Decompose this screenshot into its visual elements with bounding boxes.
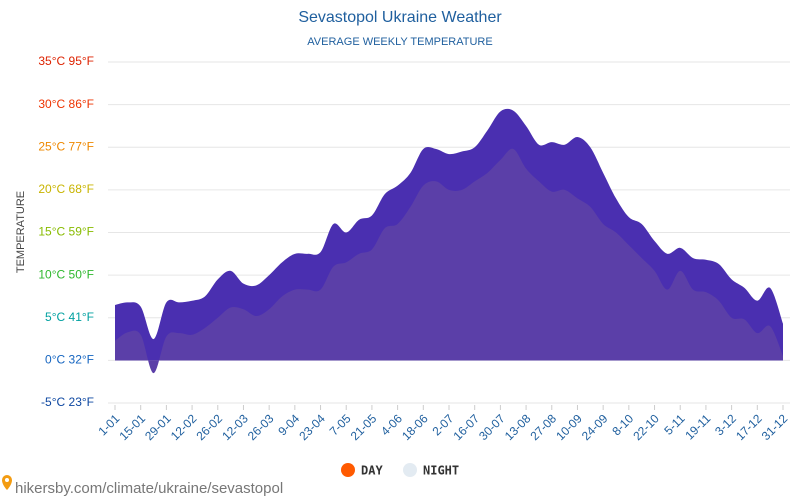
y-axis-label: TEMPERATURE (15, 191, 27, 273)
legend-label: DAY (361, 464, 383, 478)
x-tick-label: 22-10 (630, 411, 662, 443)
x-tick-label: 17-12 (733, 411, 765, 443)
x-tick-label: 31-12 (759, 411, 791, 443)
legend-label: NIGHT (423, 464, 459, 478)
y-tick-label: 15°C 59°F (38, 225, 94, 239)
x-tick-label: 21-05 (348, 411, 380, 443)
x-tick-label: 15-01 (116, 411, 148, 443)
source: hikersby.com/climate/ukraine/sevastopol (15, 480, 283, 497)
x-tick-label: 12-03 (219, 411, 251, 443)
pin-dot (5, 478, 9, 482)
chart-title: Sevastopol Ukraine Weather (298, 9, 502, 26)
chart-subtitle: AVERAGE WEEKLY TEMPERATURE (307, 36, 492, 48)
x-tick-label: 19-11 (682, 411, 713, 442)
y-tick-label: 30°C 86°F (38, 97, 94, 111)
x-tick-label: 12-02 (168, 411, 200, 443)
y-tick-label: 35°C 95°F (38, 54, 94, 68)
x-tick-label: 27-08 (528, 411, 560, 443)
legend-marker (403, 463, 417, 477)
x-tick-label: 13-08 (502, 411, 534, 443)
legend: DAY NIGHT (341, 463, 459, 478)
y-tick-label: -5°C 23°F (41, 395, 94, 409)
x-tick-label: 23-04 (296, 411, 328, 443)
y-tick-label: 20°C 68°F (38, 182, 94, 196)
x-tick-label: 29-01 (142, 411, 174, 443)
legend-marker (341, 463, 355, 477)
y-tick-label: 25°C 77°F (38, 139, 94, 153)
x-tick-label: 24-09 (579, 411, 611, 443)
x-tick-label: 26-02 (194, 411, 226, 443)
y-tick-label: 0°C 32°F (45, 353, 94, 367)
x-tick-label: 26-03 (245, 411, 277, 443)
x-tick-label: 10-09 (553, 411, 585, 443)
x-tick-label: 16-07 (450, 411, 482, 443)
area-1 (115, 148, 783, 374)
x-tick-label: 30-07 (476, 411, 508, 443)
y-tick-label: 5°C 41°F (45, 310, 94, 324)
y-tick-label: 10°C 50°F (38, 267, 94, 281)
pin-icon (2, 475, 12, 490)
x-tick-label: 18-06 (399, 411, 431, 443)
